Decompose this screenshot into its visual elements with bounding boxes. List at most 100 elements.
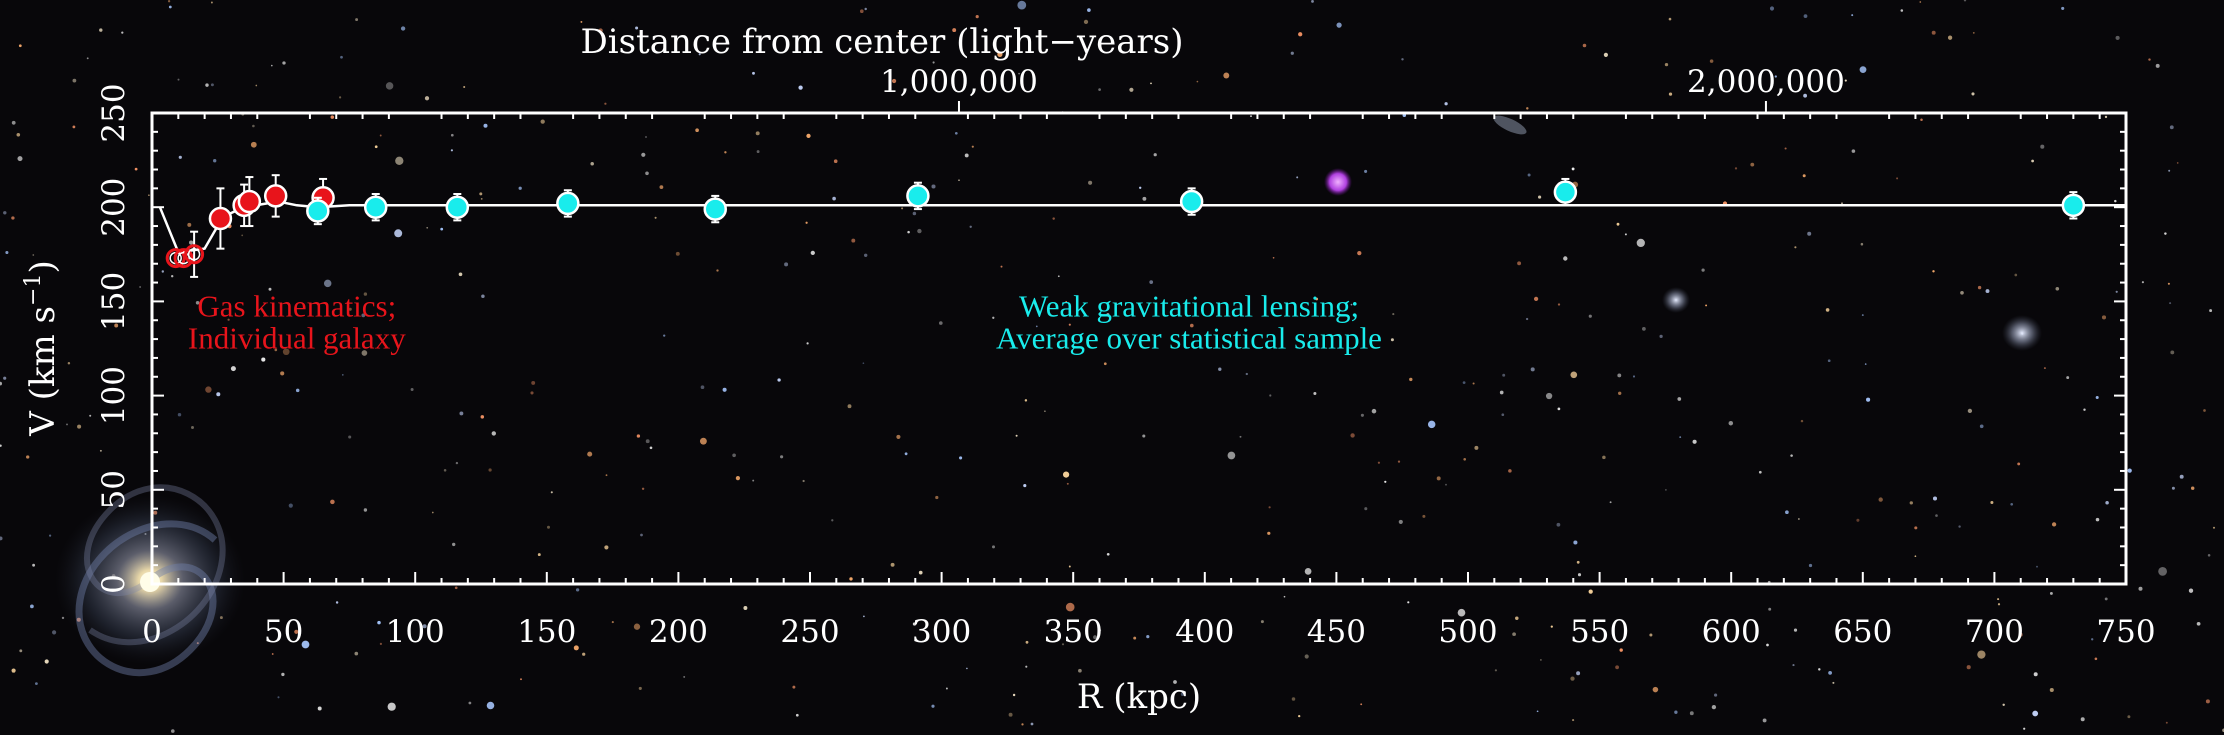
background-star [1616,222,1620,226]
background-star [1304,654,1309,659]
background-star [918,570,923,575]
background-star [2043,367,2046,370]
y-axis-label-base: V (km s [23,306,63,437]
background-star [831,519,834,522]
background-star [849,577,853,581]
data-point [306,199,330,223]
background-star [2155,63,2160,68]
background-star [604,545,609,550]
annotation-gas-line: Individual galaxy [188,321,406,356]
background-star [1218,367,1222,371]
background-star [2115,35,2120,40]
background-star [1576,560,1580,564]
background-star [1967,408,1973,414]
x-tick-label: 150 [517,614,576,650]
background-star [724,151,727,154]
background-star [2179,474,2184,479]
background-star [2176,162,2179,164]
background-star [1919,1,1922,3]
background-star [49,534,52,537]
background-star [547,525,550,529]
background-star [891,78,897,84]
background-star [271,653,274,655]
background-star [2080,717,2085,722]
background-star [1792,664,1795,667]
background-star [1472,382,1475,385]
background-star [480,415,485,419]
background-star [699,437,707,445]
background-star [645,171,649,176]
background-star [1979,424,1984,429]
background-star [1035,325,1038,328]
background-star [1526,107,1529,110]
background-star [11,120,16,125]
background-star [1512,632,1516,637]
background-star [317,706,322,711]
background-star [1268,506,1271,509]
background-star [1563,256,1568,261]
background-star [387,702,396,711]
background-star [1576,671,1581,676]
background-star [641,152,646,157]
background-star [540,119,545,124]
background-star [2171,486,2175,490]
background-star [1457,608,1466,617]
background-star [1832,681,1835,684]
background-star [205,83,209,87]
background-star [851,238,856,243]
background-star [912,211,917,216]
background-star [1603,52,1608,57]
plot-frame [150,111,2128,586]
background-star [1422,514,1426,518]
background-star [161,270,165,273]
background-star [134,167,138,171]
background-star [537,553,541,557]
background-star [971,145,974,148]
y-tick-label: 200 [96,178,132,237]
background-star [683,675,686,678]
background-star [216,392,221,397]
background-star [1571,167,1575,171]
background-star [1734,167,1738,170]
background-star [1502,373,1506,377]
background-star [530,391,534,395]
background-star [61,616,65,620]
data-point [237,189,262,214]
background-star [1977,650,1986,659]
background-star [1272,256,1275,259]
background-star [1701,268,1705,272]
background-star [1364,169,1368,173]
data-point [208,206,233,231]
background-star [931,184,936,189]
background-star [1068,323,1071,326]
background-star [424,96,430,101]
background-star [2049,687,2054,693]
background-star [2212,526,2216,529]
background-star [1668,17,1672,21]
background-star [2141,281,2144,284]
background-star [1078,668,1082,673]
background-star [847,404,852,409]
background-star [11,668,16,673]
background-star [641,487,645,491]
background-star [374,145,378,149]
background-star [348,435,352,439]
background-star [250,141,257,148]
background-star [1445,483,1447,486]
background-star [795,713,799,717]
background-star [1709,59,1714,63]
top-axis-label: Distance from center (light−years) [580,22,1183,62]
purple-star-image [1324,168,1352,196]
background-star [1588,314,1592,318]
background-star [1407,601,1410,604]
background-star [395,156,404,165]
background-star [1508,469,1512,473]
background-star [2055,287,2060,291]
background-star [1636,238,1645,248]
y-tick-label: 150 [96,272,132,331]
background-star [1860,242,1864,246]
background-star [1900,9,1904,12]
background-star [148,194,150,197]
x-tick-label: 650 [1833,614,1892,650]
background-star [1267,531,1271,535]
